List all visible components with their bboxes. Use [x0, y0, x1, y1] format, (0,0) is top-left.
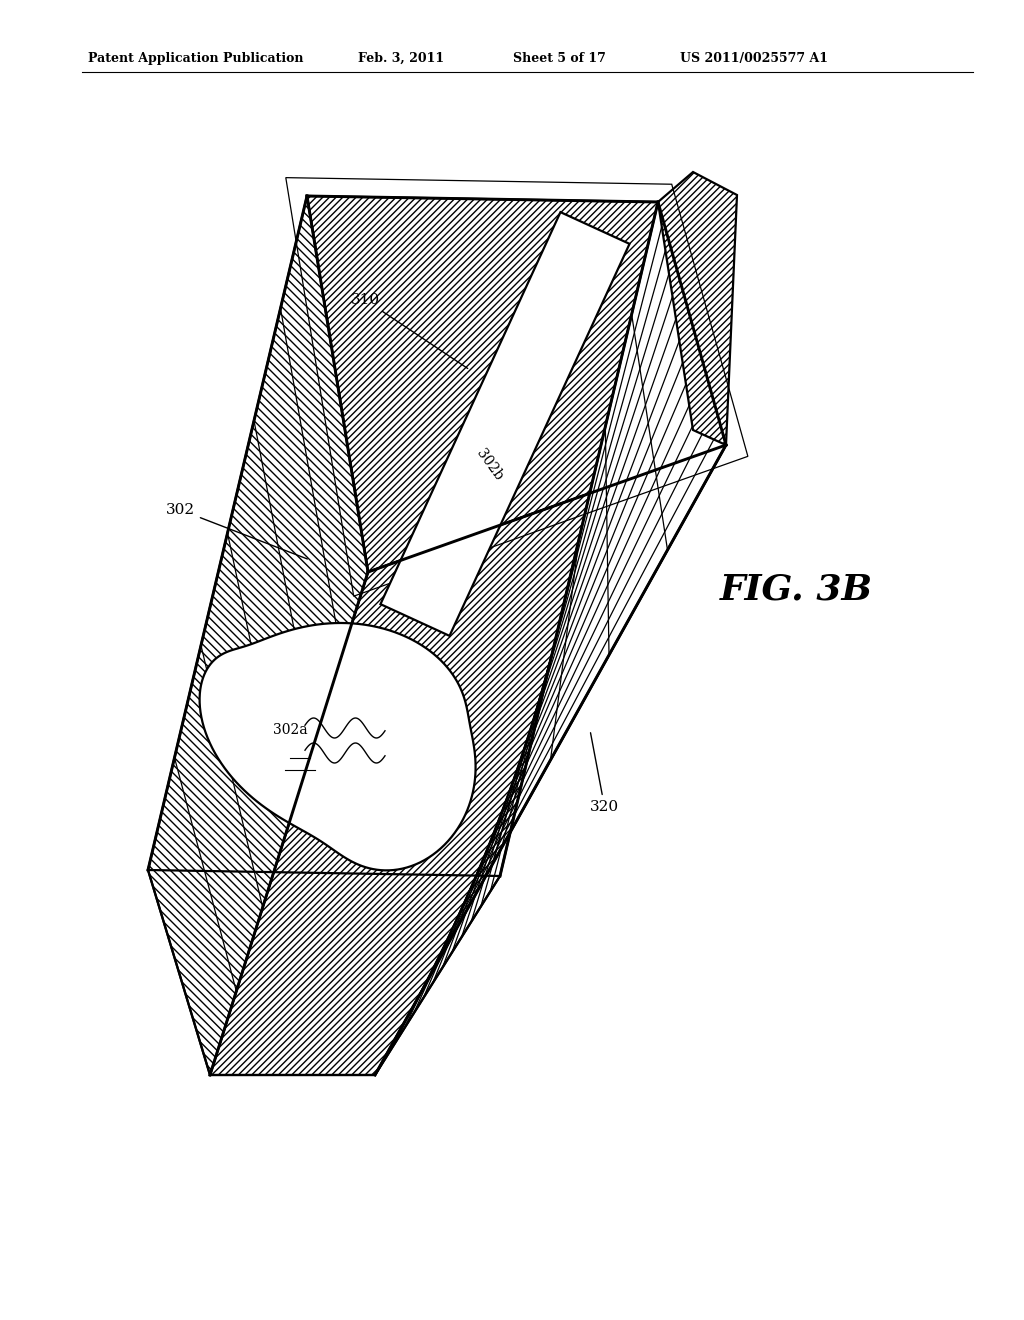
Polygon shape [658, 172, 737, 445]
Text: 302b: 302b [474, 446, 506, 483]
Text: 320: 320 [590, 733, 620, 814]
Polygon shape [200, 623, 475, 870]
Polygon shape [381, 213, 630, 636]
Text: 302: 302 [166, 503, 307, 558]
Text: 302a: 302a [272, 723, 307, 737]
Text: Feb. 3, 2011: Feb. 3, 2011 [358, 51, 444, 65]
Polygon shape [307, 195, 726, 572]
Text: 310: 310 [351, 293, 468, 368]
Polygon shape [210, 445, 726, 1074]
Text: FIG. 3B: FIG. 3B [720, 573, 873, 607]
Text: Patent Application Publication: Patent Application Publication [88, 51, 303, 65]
Text: Sheet 5 of 17: Sheet 5 of 17 [513, 51, 606, 65]
Text: US 2011/0025577 A1: US 2011/0025577 A1 [680, 51, 828, 65]
Polygon shape [375, 202, 726, 1074]
Polygon shape [148, 195, 368, 1074]
